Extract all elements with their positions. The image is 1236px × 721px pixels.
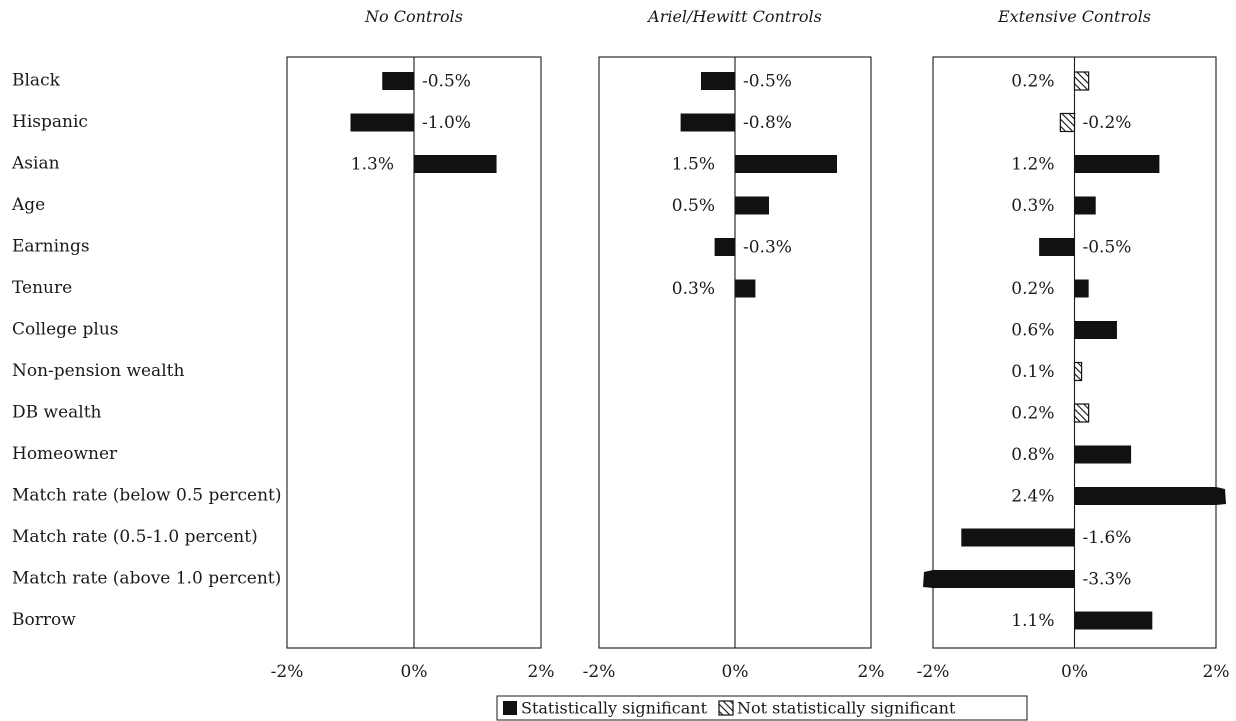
- bar-hispanic: [680, 113, 735, 132]
- category-label-earnings: Earnings: [12, 237, 90, 257]
- category-label-non-pension-wealth: Non-pension wealth: [12, 361, 184, 381]
- category-label-asian: Asian: [11, 154, 60, 174]
- bar-age: [1074, 196, 1096, 215]
- category-label-hispanic: Hispanic: [12, 112, 88, 132]
- bar-black: [701, 72, 735, 90]
- data-label-tenure: 0.2%: [1011, 279, 1054, 299]
- x-tick-label: 0%: [1061, 662, 1088, 682]
- legend: Statistically significant Not statistical…: [496, 695, 1028, 721]
- x-tick-label: 0%: [722, 662, 749, 682]
- bar-black: [1073, 71, 1090, 91]
- bar-hispanic: [350, 113, 414, 132]
- data-label-college-plus: 0.6%: [1011, 321, 1054, 341]
- panel-title: No Controls: [364, 7, 463, 26]
- data-label-asian: 1.2%: [1011, 155, 1054, 175]
- bar-borrow: [1074, 611, 1153, 630]
- data-label-hispanic: -1.0%: [422, 113, 471, 133]
- x-tick-label: -2%: [583, 662, 616, 682]
- legend-label: Not statistically significant: [737, 699, 956, 718]
- data-label-hispanic: -0.8%: [743, 113, 792, 133]
- data-label-tenure: 0.3%: [672, 279, 715, 299]
- x-tick-label: 2%: [1203, 662, 1230, 682]
- x-tick-label: -2%: [917, 662, 950, 682]
- legend-item-statistically-significant: Statistically significant: [503, 699, 708, 718]
- legend-label: Statistically significant: [521, 699, 708, 718]
- data-label-asian: 1.5%: [672, 155, 715, 175]
- category-label-tenure: Tenure: [12, 278, 72, 298]
- data-label-db-wealth: 0.2%: [1011, 404, 1054, 424]
- data-label-match-rate-above-1-0-percent: -3.3%: [1083, 570, 1132, 590]
- data-label-hispanic: -0.2%: [1083, 113, 1132, 133]
- data-label-non-pension-wealth: 0.1%: [1011, 362, 1054, 382]
- bar-non-pension-wealth: [1073, 361, 1083, 382]
- data-label-earnings: -0.3%: [743, 238, 792, 258]
- panel-title: Ariel/Hewitt Controls: [646, 7, 822, 26]
- bar-homeowner: [1074, 445, 1132, 464]
- category-label-college-plus: College plus: [12, 320, 119, 340]
- legend-swatch-solid: [503, 701, 517, 715]
- category-label-match-rate-below-0-5-percent: Match rate (below 0.5 percent): [12, 486, 282, 506]
- bar-asian: [414, 155, 497, 173]
- bar-match-rate-above-1-0-percent: [933, 570, 1075, 588]
- category-label-age: Age: [11, 195, 45, 215]
- panel-ariel-hewitt-controls: Ariel/Hewitt Controls -2% 0% 2% -0.5% -0.8% 1.…: [583, 7, 885, 682]
- category-label-match-rate-0-5-1-0-percent: Match rate (0.5-1.0 percent): [12, 527, 258, 547]
- data-label-black: -0.5%: [422, 72, 471, 92]
- legend-box: [496, 695, 1028, 721]
- bar-earnings: [714, 238, 735, 256]
- data-label-age: 0.5%: [672, 196, 715, 216]
- panel-extensive-controls: Extensive Controls -2% 0% 2% 0.2% -0.2% 1.2% 0.…: [917, 7, 1230, 682]
- bar-match-rate-below-0-5-percent: [1074, 487, 1216, 505]
- data-label-earnings: -0.5%: [1083, 238, 1132, 258]
- x-tick-label: -2%: [271, 662, 304, 682]
- category-label-homeowner: Homeowner: [12, 444, 118, 464]
- bar-overflow-marker: [923, 570, 933, 588]
- bar-asian: [735, 155, 837, 173]
- legend-item-not-statistically-significant: Not statistically significant: [718, 699, 956, 718]
- data-label-borrow: 1.1%: [1011, 611, 1054, 631]
- data-label-match-rate-below-0-5-percent: 2.4%: [1011, 487, 1054, 507]
- data-label-match-rate-0-5-1-0-percent: -1.6%: [1083, 528, 1132, 548]
- x-tick-label: 0%: [401, 662, 428, 682]
- data-label-black: -0.5%: [743, 72, 792, 92]
- x-tick-label: 2%: [528, 662, 555, 682]
- bar-tenure: [735, 279, 756, 298]
- data-label-age: 0.3%: [1011, 196, 1054, 216]
- panels: No Controls -2% 0% 2% -0.5% -1.0% 1.3% Ariel/He…: [271, 7, 1230, 682]
- x-tick-label: 2%: [858, 662, 885, 682]
- data-label-homeowner: 0.8%: [1011, 445, 1054, 465]
- bar-earnings: [1039, 238, 1075, 256]
- data-label-black: 0.2%: [1011, 72, 1054, 92]
- bar-asian: [1074, 155, 1160, 173]
- data-label-asian: 1.3%: [351, 155, 394, 175]
- bar-black: [382, 72, 414, 90]
- panel-no-controls: No Controls -2% 0% 2% -0.5% -1.0% 1.3%: [271, 7, 555, 682]
- category-label-borrow: Borrow: [12, 610, 76, 630]
- bar-overflow-marker: [1216, 487, 1226, 505]
- legend-swatch-hatched: [718, 700, 734, 716]
- bar-age: [735, 196, 769, 215]
- bar-db-wealth: [1073, 403, 1090, 423]
- panel-title: Extensive Controls: [997, 7, 1151, 26]
- bar-hispanic: [1059, 112, 1076, 133]
- bar-college-plus: [1074, 321, 1117, 339]
- bar-match-rate-0-5-1-0-percent: [961, 528, 1075, 547]
- category-labels: Black Hispanic Asian Age Earnings Tenure Colle…: [11, 71, 282, 631]
- category-label-db-wealth: DB wealth: [12, 403, 102, 423]
- bar-tenure: [1074, 279, 1089, 298]
- category-label-black: Black: [12, 71, 61, 91]
- category-label-match-rate-above-1-0-percent: Match rate (above 1.0 percent): [12, 569, 281, 589]
